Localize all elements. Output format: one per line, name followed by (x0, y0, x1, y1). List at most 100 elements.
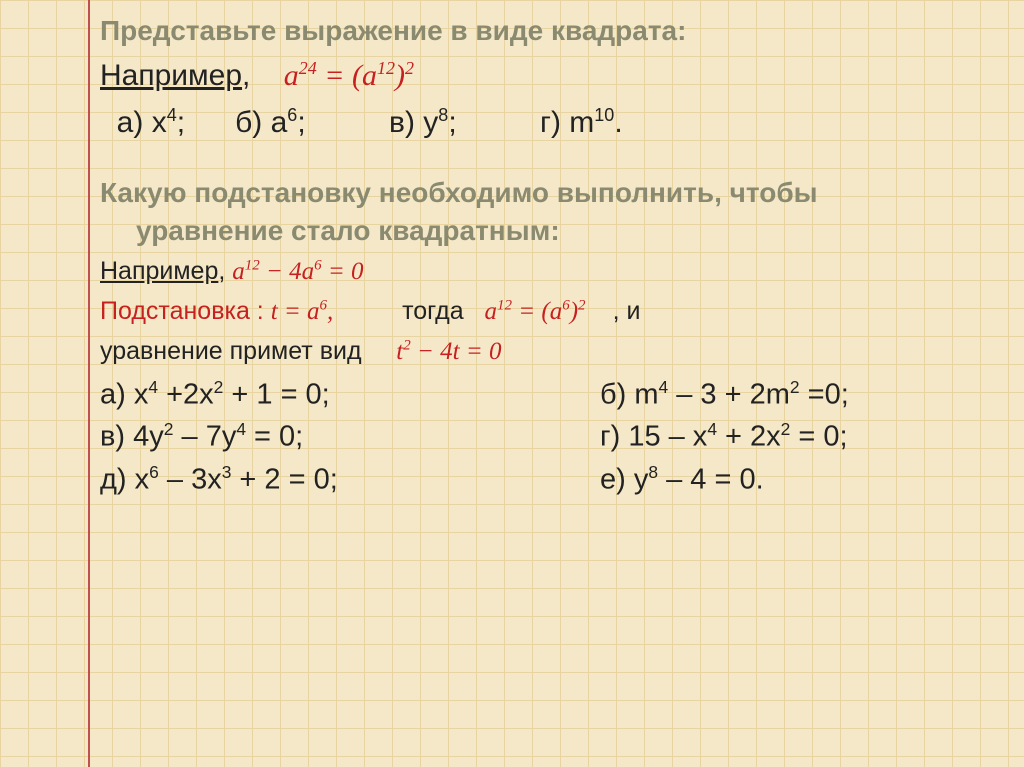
pg-t1: 15 – x (628, 421, 707, 453)
pb-m1: – 3 + 2m (668, 378, 790, 410)
ex2-minus: − (266, 258, 289, 285)
pv-e1: 2 (164, 419, 174, 439)
margin-rule (88, 0, 90, 767)
example-2-formula: a12 − 4a6 = 0 (232, 258, 363, 285)
ex2-t2-coef: 4 (289, 258, 302, 285)
item-b-label: б) (235, 106, 262, 139)
sub-tail-text: , и (613, 297, 641, 325)
pg-e1: 4 (707, 419, 717, 439)
sub-then: тогда (402, 297, 464, 325)
sub-eq2-eq: = (518, 298, 541, 325)
pe-t1: y (634, 464, 649, 496)
result-prefix: уравнение примет вид (100, 337, 362, 365)
sub-lhs: t (271, 298, 278, 325)
page-content: Представьте выражение в виде квадрата: Н… (100, 12, 994, 497)
result-line: уравнение примет вид t2 − 4t = 0 (100, 335, 994, 369)
item-b-sep: ; (297, 106, 380, 139)
example-1-comma: , (242, 59, 275, 92)
res-minus: − (417, 338, 440, 365)
pd-e2: 3 (222, 462, 232, 482)
item-g-exp: 10 (594, 105, 614, 125)
problem-row-1: а) x4 +2x2 + 1 = 0; б) m4 – 3 + 2m2 =0; (100, 377, 994, 412)
pe-label: е) (600, 464, 626, 496)
pb-e1: 4 (659, 377, 669, 397)
sub-base: a (307, 298, 320, 325)
problem-row-2: в) 4y2 – 7y4 = 0; г) 15 – x4 + 2x2 = 0; (100, 419, 994, 454)
ex2-t1-exp: 12 (245, 258, 260, 274)
pv-label: в) (100, 421, 125, 453)
problem-e: е) y8 – 4 = 0. (600, 462, 994, 497)
item-g-label: г) (540, 106, 561, 139)
item-a-base: x (152, 106, 167, 139)
pa-m1: +2x (158, 378, 214, 410)
ex2-t2-exp: 6 (314, 258, 322, 274)
problem-g: г) 15 – x4 + 2x2 = 0; (600, 419, 994, 454)
pd-e1: 6 (149, 462, 159, 482)
pb-m2: =0; (800, 378, 849, 410)
ex1-rhs-inner-exp: 12 (377, 58, 395, 78)
res-t2-coef: 4 (440, 338, 453, 365)
pa-label: а) (100, 378, 126, 410)
result-formula: t2 − 4t = 0 (396, 338, 501, 365)
pa-e1: 4 (148, 377, 158, 397)
title-2-line1: Какую подстановку необходимо выполнить, … (100, 174, 994, 212)
item-b-base: a (271, 106, 288, 139)
sub-eq2-close: ) (570, 298, 578, 325)
res-t1-exp: 2 (403, 338, 411, 354)
pb-e2: 2 (790, 377, 800, 397)
item-v-sep: ; (448, 106, 531, 139)
sub-gap (340, 297, 396, 325)
title-1: Представьте выражение в виде квадрата: (100, 12, 994, 50)
sub-eq2-rhs-oexp: 2 (578, 298, 586, 314)
example-1-formula: a24 = (a12)2 (284, 59, 414, 92)
example-2-line: Например, a12 − 4a6 = 0 (100, 255, 994, 289)
pa-t1: x (134, 378, 149, 410)
sub-label: Подстановка : (100, 297, 264, 325)
sub-eq1: t = a6, (271, 298, 340, 325)
pb-t1: m (634, 378, 658, 410)
ex1-rhs-open: ( (352, 59, 362, 92)
title-2-line2: уравнение стало квадратным: (100, 212, 994, 250)
example-2-label: Например (100, 257, 218, 285)
ex1-lhs-base: a (284, 59, 299, 92)
pg-e2: 2 (781, 419, 791, 439)
pb-label: б) (600, 378, 626, 410)
item-a-label: а) (117, 106, 144, 139)
sub-comma: , (327, 298, 333, 325)
items-1: а) x4; б) a6; в) y8; г) m10. (100, 105, 994, 140)
example-2-comma: , (218, 257, 232, 285)
ex1-rhs-outer-exp: 2 (405, 58, 414, 78)
ex2-t1-base: a (232, 258, 245, 285)
pe-m1: – 4 = 0. (658, 464, 764, 496)
ex2-rhs: 0 (351, 258, 364, 285)
ex1-rhs-base: a (362, 59, 377, 92)
problem-v: в) 4y2 – 7y4 = 0; (100, 419, 600, 454)
pd-m2: + 2 = 0; (231, 464, 337, 496)
pg-label: г) (600, 421, 620, 453)
res-t2-base: t (453, 338, 460, 365)
sub-tail (592, 297, 613, 325)
sub-eq2-open: ( (541, 298, 549, 325)
item-a-exp: 4 (167, 105, 177, 125)
ex1-lhs-exp: 24 (299, 58, 317, 78)
example-1-line: Например, a24 = (a12)2 (100, 58, 994, 93)
ex1-rhs-close: ) (395, 59, 405, 92)
problem-d: д) x6 – 3x3 + 2 = 0; (100, 462, 600, 497)
item-g-sep: . (614, 106, 622, 139)
item-g-base: m (569, 106, 594, 139)
sub-exp: 6 (320, 298, 328, 314)
pv-t1: 4y (133, 421, 164, 453)
pe-e1: 8 (648, 462, 658, 482)
pa-m2: + 1 = 0; (223, 378, 329, 410)
pd-label: д) (100, 464, 127, 496)
res-rhs: 0 (489, 338, 502, 365)
item-v-base: y (423, 106, 438, 139)
sub-eq2-rhs-base: a (550, 298, 563, 325)
res-eq: = (466, 338, 489, 365)
sub-gap2 (471, 297, 478, 325)
sub-eq1-eq: = (284, 298, 307, 325)
example-1-label: Например (100, 59, 242, 92)
item-b-exp: 6 (287, 105, 297, 125)
pd-m1: – 3x (159, 464, 222, 496)
sub-eq2: a12 = (a6)2 (485, 298, 592, 325)
